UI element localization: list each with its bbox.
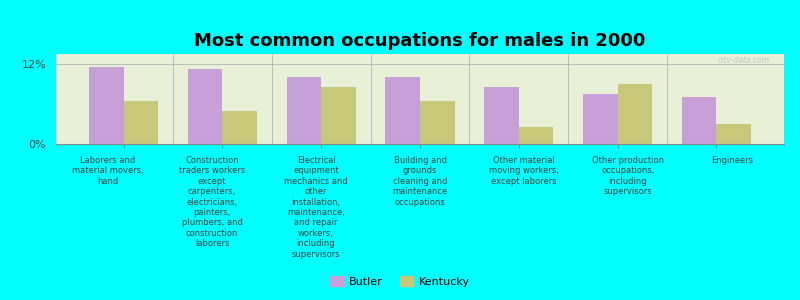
Bar xyxy=(386,77,420,144)
Text: Electrical
equipment
mechanics and
other
installation,
maintenance,
and repair
w: Electrical equipment mechanics and other… xyxy=(284,156,348,259)
Bar xyxy=(484,87,518,144)
Bar xyxy=(124,101,158,144)
Bar xyxy=(682,97,716,144)
Bar xyxy=(89,67,124,144)
Text: Other material
moving workers,
except laborers: Other material moving workers, except la… xyxy=(489,156,559,186)
Legend: Butler, Kentucky: Butler, Kentucky xyxy=(326,272,474,291)
Text: Laborers and
material movers,
hand: Laborers and material movers, hand xyxy=(72,156,144,186)
Text: city-data.com: city-data.com xyxy=(718,56,770,65)
Bar xyxy=(420,101,454,144)
Bar xyxy=(322,87,356,144)
Bar xyxy=(518,127,554,144)
Text: Building and
grounds
cleaning and
maintenance
occupations: Building and grounds cleaning and mainte… xyxy=(392,156,448,207)
Bar xyxy=(222,111,257,144)
Bar xyxy=(618,84,652,144)
Text: Other production
occupations,
including
supervisors: Other production occupations, including … xyxy=(592,156,664,196)
Bar xyxy=(583,94,618,144)
Bar xyxy=(716,124,751,144)
Text: Engineers: Engineers xyxy=(711,156,753,165)
Title: Most common occupations for males in 2000: Most common occupations for males in 200… xyxy=(194,32,646,50)
Bar xyxy=(286,77,322,144)
Text: Construction
traders workers
except
carpenters,
electricians,
painters,
plumbers: Construction traders workers except carp… xyxy=(179,156,245,248)
Bar xyxy=(188,69,222,144)
